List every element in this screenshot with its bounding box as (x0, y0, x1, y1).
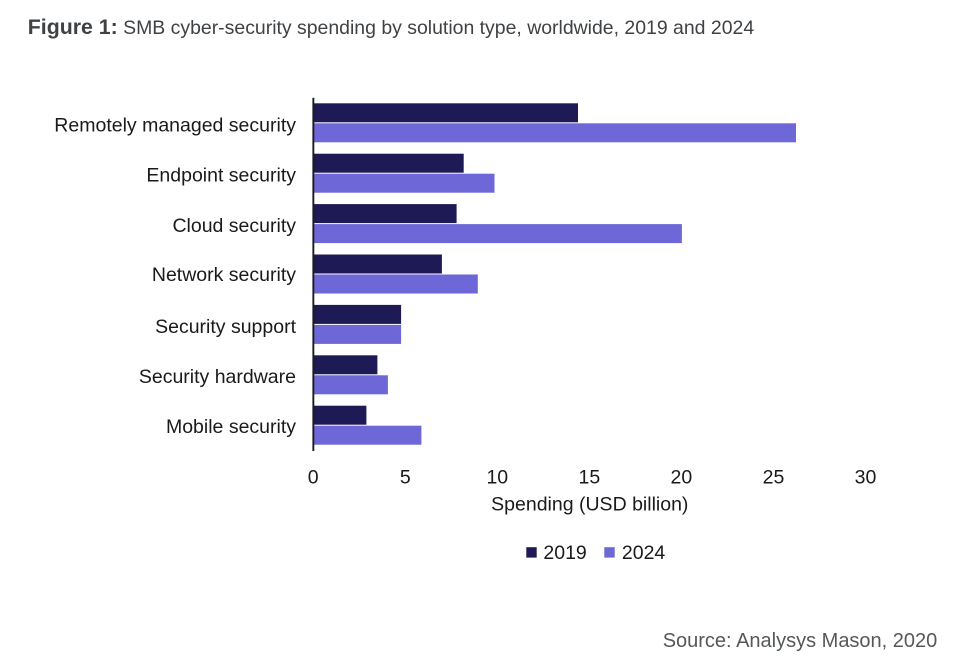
svg-text:Endpoint security: Endpoint security (146, 164, 296, 186)
svg-text:Remotely managed security: Remotely managed security (54, 114, 296, 136)
svg-text:20: 20 (671, 467, 693, 489)
svg-text:Cloud security: Cloud security (172, 215, 296, 237)
svg-text:Security support: Security support (155, 316, 296, 338)
svg-text:Figure 1: SMB cyber-security s: Figure 1: SMB cyber-security spending by… (28, 15, 755, 39)
svg-text:Security hardware: Security hardware (139, 366, 296, 388)
svg-text:Mobile security: Mobile security (166, 416, 296, 438)
svg-text:10: 10 (486, 467, 508, 489)
svg-text:2024: 2024 (622, 542, 666, 564)
svg-text:30: 30 (855, 467, 877, 489)
svg-text:Network security: Network security (152, 264, 296, 286)
svg-text:25: 25 (763, 467, 785, 489)
svg-text:Spending (USD billion): Spending (USD billion) (491, 494, 688, 516)
svg-text:15: 15 (579, 467, 601, 489)
svg-text:0: 0 (308, 467, 319, 489)
svg-text:5: 5 (400, 467, 411, 489)
svg-text:Source: Analysys Mason, 2020: Source: Analysys Mason, 2020 (663, 630, 938, 652)
svg-text:2019: 2019 (543, 542, 586, 564)
